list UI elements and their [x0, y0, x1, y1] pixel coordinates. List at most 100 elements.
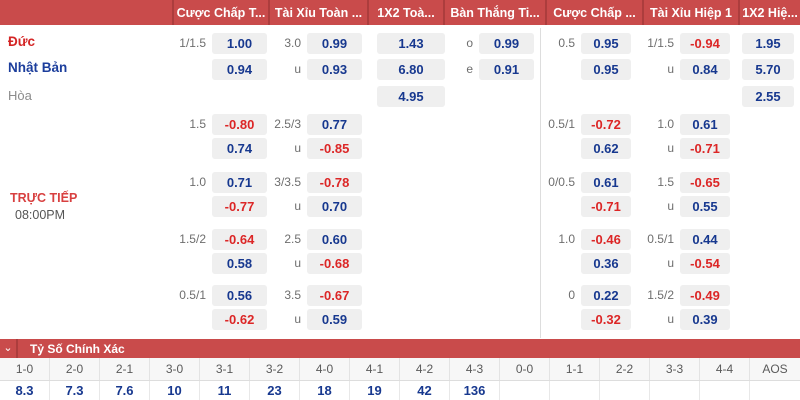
- ou_h1-odds-cell[interactable]: 0.61: [680, 114, 730, 135]
- ou_h1-odds-cell[interactable]: -0.54: [680, 253, 730, 274]
- ou_ft-odds-cell[interactable]: 0.70: [307, 196, 362, 217]
- score-option-label: 4-0: [300, 358, 350, 380]
- ou_h1-odds-cell[interactable]: 0.44: [680, 229, 730, 250]
- hdp_h1-odds-cell[interactable]: 0.62: [581, 138, 631, 159]
- header-col-overunder-h1[interactable]: Tài Xỉu Hiệp 1: [642, 0, 738, 25]
- ou_ft-odds-cell[interactable]: -0.78: [307, 172, 362, 193]
- score-odds-cell[interactable]: 23: [250, 381, 300, 400]
- score-odds-cell[interactable]: [700, 381, 750, 400]
- ou_ft-odds-cell[interactable]: 0.77: [307, 114, 362, 135]
- hdp_ft-odds-cell[interactable]: -0.77: [212, 196, 267, 217]
- bt_ft-odds-cell[interactable]: 0.91: [479, 59, 534, 80]
- x12_h1-odds-cell[interactable]: 1.95: [742, 33, 794, 54]
- header-col-handicap-h1[interactable]: Cược Chấp ...: [545, 0, 642, 25]
- hdp_h1-odds-cell[interactable]: 0.95: [581, 33, 631, 54]
- ou_h1-odds-cell[interactable]: 0.55: [680, 196, 730, 217]
- header-col-1x2-h1[interactable]: 1X2 Hiệ...: [738, 0, 800, 25]
- score-option-label: 4-2: [400, 358, 450, 380]
- chevron-down-icon[interactable]: ⌄: [0, 339, 18, 358]
- score-odds-cell[interactable]: 7.3: [50, 381, 100, 400]
- score-option-label: 3-1: [200, 358, 250, 380]
- ou_h1-line-label: u: [667, 199, 674, 213]
- hdp_h1-odds-cell[interactable]: -0.32: [581, 309, 631, 330]
- ou_ft-odds-cell[interactable]: -0.68: [307, 253, 362, 274]
- hdp_ft-odds-cell[interactable]: 0.71: [212, 172, 267, 193]
- header-col-1x2-ft[interactable]: 1X2 Toà...: [367, 0, 443, 25]
- hdp_ft-odds-cell[interactable]: 0.94: [212, 59, 267, 80]
- ou_ft-odds-cell[interactable]: 0.60: [307, 229, 362, 250]
- ou_ft-line-label: 3/3.5: [274, 175, 301, 189]
- ou_ft-line-label: u: [294, 199, 301, 213]
- ou_h1-line-label: 1.5/2: [647, 288, 674, 302]
- hdp_ft-odds-cell[interactable]: -0.80: [212, 114, 267, 135]
- ou_h1-odds-cell[interactable]: -0.49: [680, 285, 730, 306]
- hdp_h1-line-label: 0.5/1: [548, 117, 575, 131]
- hdp_h1-line-label: 1.0: [558, 232, 575, 246]
- ou_ft-odds-cell[interactable]: -0.85: [307, 138, 362, 159]
- ou_ft-line-label: 3.0: [284, 36, 301, 50]
- score-option-label: 4-1: [350, 358, 400, 380]
- x12_ft-odds-cell[interactable]: 6.80: [377, 59, 445, 80]
- ou_ft-odds-cell[interactable]: 0.93: [307, 59, 362, 80]
- ou_ft-odds-cell[interactable]: 0.59: [307, 309, 362, 330]
- hdp_h1-odds-cell[interactable]: -0.71: [581, 196, 631, 217]
- header-col-overunder-ft[interactable]: Tài Xỉu Toàn ...: [268, 0, 367, 25]
- score-odds-cell[interactable]: 19: [350, 381, 400, 400]
- header-col-handicap-ft[interactable]: Cược Chấp T...: [172, 0, 268, 25]
- hdp_ft-odds-cell[interactable]: 0.74: [212, 138, 267, 159]
- away-team-name: Nhật Bản: [8, 60, 68, 75]
- ou_h1-odds-cell[interactable]: 0.39: [680, 309, 730, 330]
- score-odds-cell[interactable]: [600, 381, 650, 400]
- score-odds-cell[interactable]: [650, 381, 700, 400]
- hdp_ft-odds-cell[interactable]: -0.62: [212, 309, 267, 330]
- ou_h1-line-label: 1.0: [657, 117, 674, 131]
- hdp_h1-odds-cell[interactable]: 0.22: [581, 285, 631, 306]
- score-odds-cell[interactable]: [750, 381, 800, 400]
- score-option-label: 4-3: [450, 358, 500, 380]
- correct-score-bar: ⌄ Tỷ Số Chính Xác: [0, 339, 800, 358]
- x12_h1-odds-cell[interactable]: 5.70: [742, 59, 794, 80]
- header-col-oddeven-ft[interactable]: Bàn Thắng Ti...: [443, 0, 545, 25]
- ou_h1-line-label: u: [667, 312, 674, 326]
- hdp_h1-odds-cell[interactable]: -0.72: [581, 114, 631, 135]
- score-odds-cell[interactable]: 18: [300, 381, 350, 400]
- score-odds-cell[interactable]: 11: [200, 381, 250, 400]
- ou_h1-odds-cell[interactable]: 0.84: [680, 59, 730, 80]
- ou_h1-line-label: 0.5/1: [647, 232, 674, 246]
- score-odds-cell[interactable]: 7.6: [100, 381, 150, 400]
- score-odds-cell[interactable]: 8.3: [0, 381, 50, 400]
- score-odds-cell[interactable]: [500, 381, 550, 400]
- hdp_ft-line-label: 1.0: [189, 175, 206, 189]
- header-col-match-info: [0, 0, 172, 25]
- hdp_h1-odds-cell[interactable]: -0.46: [581, 229, 631, 250]
- bt_ft-odds-cell[interactable]: 0.99: [479, 33, 534, 54]
- score-odds-cell[interactable]: 136: [450, 381, 500, 400]
- ou_h1-line-label: u: [667, 256, 674, 270]
- live-status-label: TRỰC TIẾP: [10, 191, 78, 205]
- score-odds-cell[interactable]: 10: [150, 381, 200, 400]
- hdp_h1-odds-cell[interactable]: 0.61: [581, 172, 631, 193]
- hdp_ft-line-label: 1/1.5: [179, 36, 206, 50]
- hdp_h1-odds-cell[interactable]: 0.95: [581, 59, 631, 80]
- hdp_ft-odds-cell[interactable]: 1.00: [212, 33, 267, 54]
- hdp_ft-odds-cell[interactable]: 0.58: [212, 253, 267, 274]
- ou_h1-line-label: 1.5: [657, 175, 674, 189]
- hdp_ft-odds-cell[interactable]: 0.56: [212, 285, 267, 306]
- hdp_ft-odds-cell[interactable]: -0.64: [212, 229, 267, 250]
- score-odds-cell[interactable]: 42: [400, 381, 450, 400]
- x12_h1-odds-cell[interactable]: 2.55: [742, 86, 794, 107]
- ou_h1-odds-cell[interactable]: -0.71: [680, 138, 730, 159]
- hdp_h1-odds-cell[interactable]: 0.36: [581, 253, 631, 274]
- x12_ft-odds-cell[interactable]: 4.95: [377, 86, 445, 107]
- bt_ft-line-label: o: [466, 36, 473, 50]
- ou_ft-line-label: 3.5: [284, 288, 301, 302]
- ou_h1-odds-cell[interactable]: -0.65: [680, 172, 730, 193]
- x12_ft-odds-cell[interactable]: 1.43: [377, 33, 445, 54]
- score-option-label: 2-2: [600, 358, 650, 380]
- ou_ft-odds-cell[interactable]: -0.67: [307, 285, 362, 306]
- ou_ft-odds-cell[interactable]: 0.99: [307, 33, 362, 54]
- score-odds-cell[interactable]: [550, 381, 600, 400]
- match-time: 08:00PM: [15, 208, 66, 222]
- ou_h1-odds-cell[interactable]: -0.94: [680, 33, 730, 54]
